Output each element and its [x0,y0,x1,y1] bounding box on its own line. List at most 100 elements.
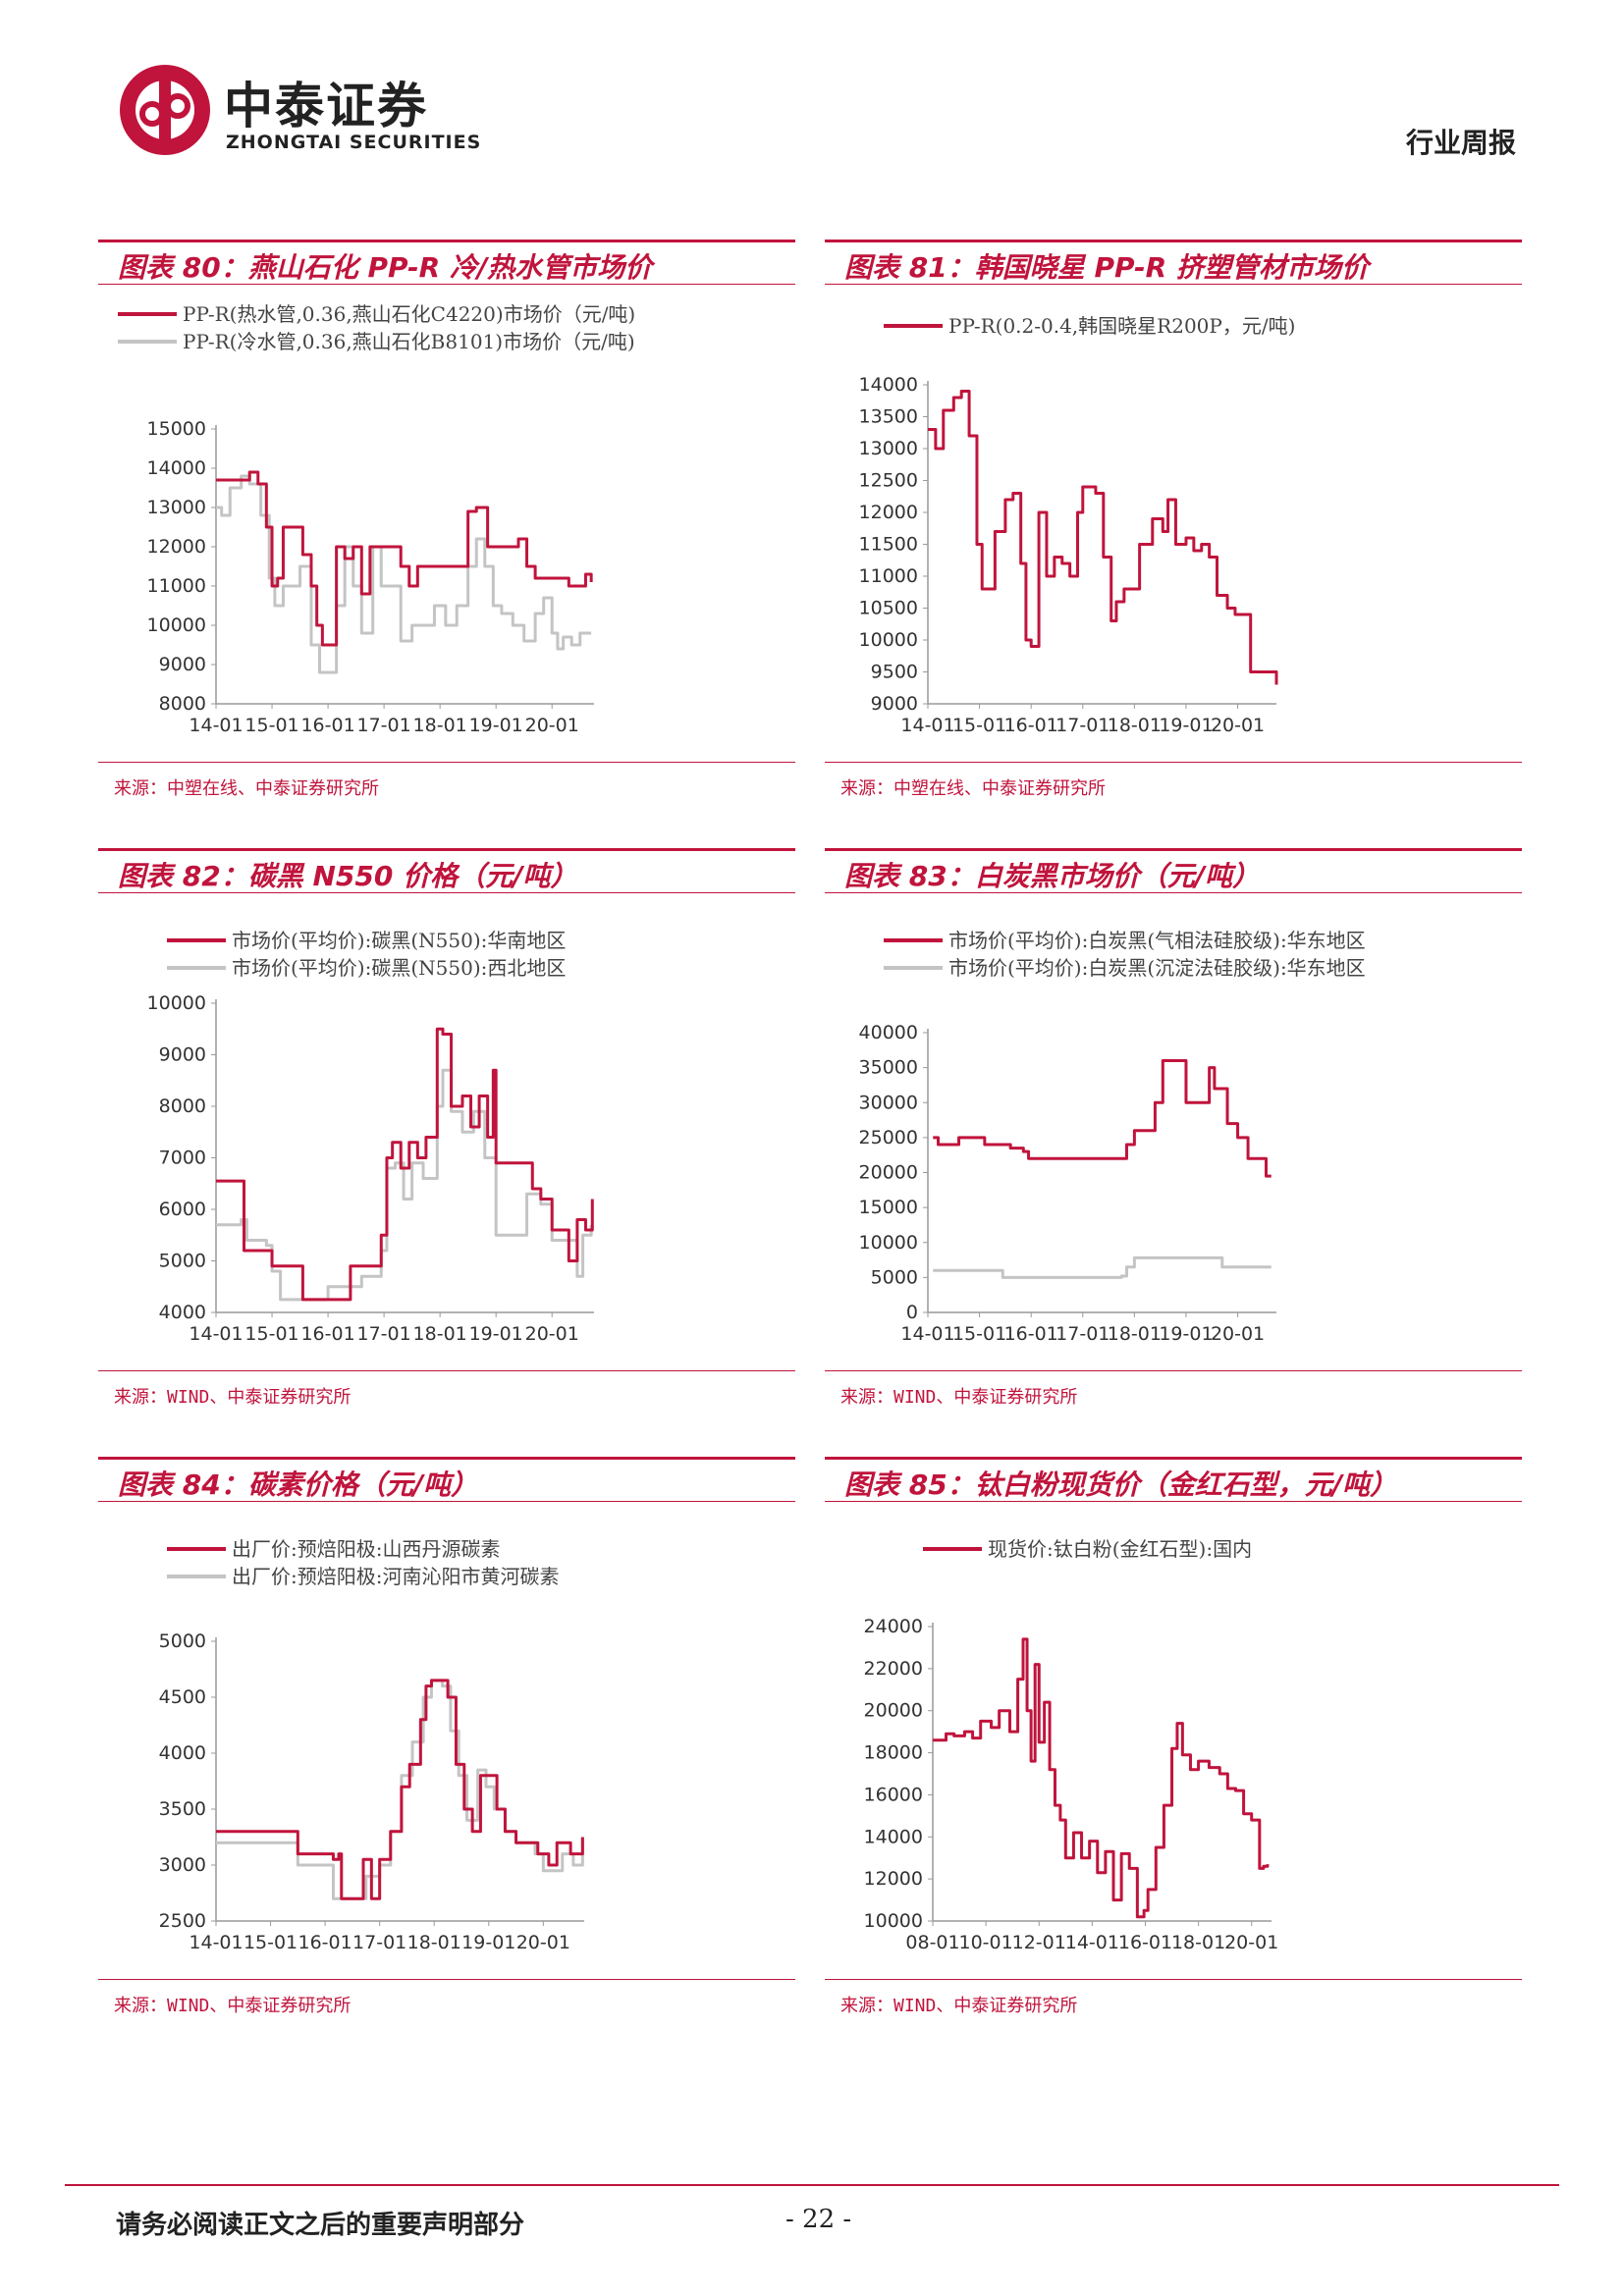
x-tick-label: 14-01 [900,1323,954,1345]
y-tick-label: 10000 [859,629,918,651]
y-tick-label: 4000 [159,1302,206,1323]
y-tick-label: 4500 [159,1686,206,1708]
y-tick-label: 12000 [147,536,206,558]
y-tick-label: 8000 [159,1095,206,1117]
y-tick-label: 8000 [159,693,206,715]
chart-title: 图表 82：碳黑 N550 价格（元/吨） [118,860,578,892]
chart-title-bar: 图表 83：白炭黑市场价（元/吨） [825,848,1522,893]
y-tick-label: 18000 [864,1742,923,1764]
footer-divider [65,2184,1559,2186]
y-tick-label: 11500 [859,534,918,556]
chart-source: 来源：WIND、中泰证券研究所 [114,1996,352,2016]
x-tick-label: 16-01 [1004,715,1058,736]
chart-title: 图表 83：白炭黑市场价（元/吨） [844,860,1260,892]
chart-81-plot: 9000 9500 10000 10500 11000 11500 12000 12500 13… [859,314,1296,736]
x-tick-label: 19-01 [1159,1323,1213,1345]
y-tick-label: 15000 [859,1197,918,1218]
x-tick-label: 18-01 [1108,715,1162,736]
chart-title-bar: 图表 82：碳黑 N550 价格（元/吨） [98,848,795,893]
chart-title: 图表 81：韩国晓星 PP-R 挤塑管材市场价 [844,251,1369,284]
y-tick-label: 14000 [864,1826,923,1847]
y-tick-label: 10000 [859,1232,918,1254]
legend-label: 市场价(平均价):白炭黑(沉淀法硅胶级):华东地区 [948,956,1366,980]
x-tick-label: 17-01 [1056,1323,1110,1345]
x-tick-label: 19-01 [469,715,523,736]
series-line-1 [933,1637,1270,1919]
chart-panel-83: 图表 83：白炭黑市场价（元/吨） 0 5000 10000 15000 20000 25… [825,848,1522,1427]
chart-80-plot: 8000 9000 10000 11000 12000 13000 14000 15000 14… [118,302,635,736]
y-tick-label: 35000 [859,1057,918,1079]
zhongtai-logo-icon [120,65,210,155]
y-tick-label: 40000 [859,1022,918,1043]
series-line-2 [216,1679,584,1900]
y-tick-label: 12000 [859,502,918,523]
x-tick-label: 15-01 [244,1932,298,1953]
chart-title-bar: 图表 81：韩国晓星 PP-R 挤塑管材市场价 [825,240,1522,285]
x-tick-label: 16-01 [298,1932,352,1953]
y-tick-label: 3000 [159,1854,206,1876]
chart-panel-81: 图表 81：韩国晓星 PP-R 挤塑管材市场价 9000 9500 10000 105… [825,240,1522,819]
y-tick-label: 13000 [147,497,206,518]
x-tick-label: 17-01 [357,1323,411,1345]
x-tick-label: 16-01 [1004,1323,1058,1345]
y-tick-label: 13500 [859,406,918,428]
brand-name-en: ZHONGTAI SECURITIES [226,132,482,153]
y-tick-label: 12500 [859,470,918,492]
chart-source-bar: 来源：WIND、中泰证券研究所 [825,1979,1522,2019]
y-tick-label: 5000 [159,1251,206,1272]
chart-85-plot: 10000 12000 14000 16000 18000 20000 22000 24000… [864,1537,1279,1953]
x-tick-label: 16-01 [1118,1932,1172,1953]
x-tick-label: 18-01 [1171,1932,1225,1953]
y-tick-label: 9000 [871,693,918,715]
chart-source-bar: 来源：中塑在线、中泰证券研究所 [825,762,1522,802]
legend-label: PP-R(热水管,0.36,燕山石化C4220)市场价（元/吨) [183,302,635,326]
series-line-1 [216,1027,594,1302]
chart-source: 来源：WIND、中泰证券研究所 [840,1996,1078,2016]
y-tick-label: 12000 [864,1868,923,1890]
x-tick-label: 18-01 [1108,1323,1162,1345]
series-line-1 [216,1679,584,1900]
y-tick-label: 0 [906,1302,918,1323]
x-tick-label: 17-01 [352,1932,406,1953]
chart-panel-84: 图表 84：碳素价格（元/吨） 2500 3000 3500 4000 4500 5000… [98,1457,795,2036]
series-line-1 [928,390,1278,685]
y-tick-label: 14000 [147,457,206,479]
legend-label: 市场价(平均价):白炭黑(气相法硅胶级):华东地区 [948,929,1366,952]
report-type: 行业周报 [1405,127,1516,159]
x-tick-label: 12-01 [1012,1932,1066,1953]
x-tick-label: 18-01 [413,1323,467,1345]
y-tick-label: 3500 [159,1798,206,1820]
x-tick-label: 20-01 [1224,1932,1278,1953]
series-line-1 [933,1059,1272,1178]
chart-title-bar: 图表 84：碳素价格（元/吨） [98,1457,795,1502]
legend-label: 市场价(平均价):碳黑(N550):西北地区 [232,956,566,980]
y-tick-label: 4000 [159,1742,206,1764]
chart-title-bar: 图表 80：燕山石化 PP-R 冷/热水管市场价 [98,240,795,285]
y-tick-label: 24000 [864,1616,923,1637]
series-line-2 [933,1255,1272,1279]
y-tick-label: 9000 [159,654,206,675]
chart-source-bar: 来源：WIND、中泰证券研究所 [98,1370,795,1411]
y-tick-label: 20000 [859,1162,918,1184]
series-line-2 [216,474,592,674]
x-tick-label: 15-01 [244,715,298,736]
y-tick-label: 9000 [159,1044,206,1066]
x-tick-label: 18-01 [413,715,467,736]
x-tick-label: 19-01 [461,1932,515,1953]
x-tick-label: 20-01 [1211,1323,1265,1345]
legend-label: 现货价:钛白粉(金红石型):国内 [988,1537,1252,1561]
x-tick-label: 17-01 [357,715,411,736]
y-tick-label: 14000 [859,374,918,396]
x-tick-label: 14-01 [1065,1932,1119,1953]
x-tick-label: 16-01 [300,1323,354,1345]
y-tick-label: 10000 [147,992,206,1014]
chart-source-bar: 来源：中塑在线、中泰证券研究所 [98,762,795,802]
footer-disclaimer: 请务必阅读正文之后的重要声明部分 [116,2211,525,2240]
x-tick-label: 14-01 [189,1932,243,1953]
chart-source-bar: 来源：WIND、中泰证券研究所 [825,1370,1522,1411]
chart-title: 图表 85：钛白粉现货价（金红石型，元/吨） [844,1468,1397,1501]
x-tick-label: 17-01 [1056,715,1110,736]
chart-83-plot: 0 5000 10000 15000 20000 25000 30000 35000 40000… [859,929,1366,1345]
